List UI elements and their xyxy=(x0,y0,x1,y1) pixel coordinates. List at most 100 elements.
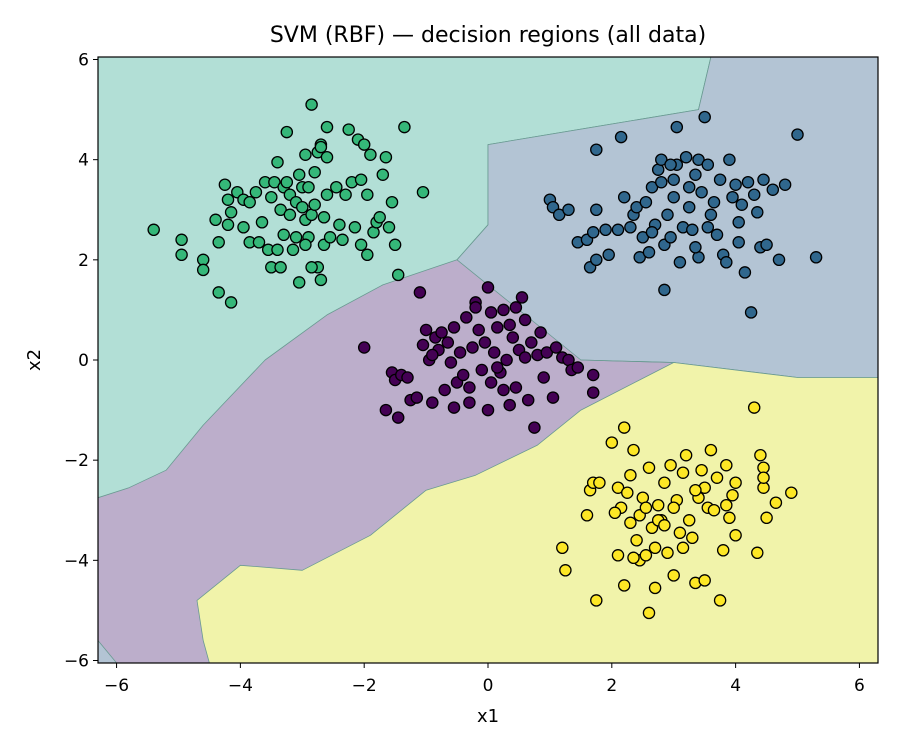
data-point-class-1 xyxy=(710,228,724,242)
data-point-class-1 xyxy=(741,175,755,189)
x-tick-label: 0 xyxy=(483,676,494,696)
data-point-class-0 xyxy=(487,346,501,359)
data-point-class-1 xyxy=(713,173,727,186)
data-point-class-3 xyxy=(667,501,680,514)
data-point-class-3 xyxy=(611,549,625,562)
region-class-1 xyxy=(98,640,117,663)
data-point-class-3 xyxy=(627,443,640,457)
data-point-class-2 xyxy=(354,238,368,252)
data-point-class-1 xyxy=(686,223,699,237)
data-point-class-0 xyxy=(484,376,498,389)
data-point-class-1 xyxy=(720,256,733,269)
data-point-class-2 xyxy=(361,188,374,201)
x-axis-label: x1 xyxy=(477,706,499,727)
data-point-class-2 xyxy=(255,216,269,229)
data-point-class-0 xyxy=(571,361,585,374)
data-point-class-1 xyxy=(778,178,792,191)
data-point-class-2 xyxy=(333,218,346,232)
data-point-class-1 xyxy=(809,251,823,264)
data-point-class-0 xyxy=(481,281,495,294)
data-point-class-2 xyxy=(221,193,235,206)
data-point-class-0 xyxy=(410,391,424,404)
data-point-class-0 xyxy=(447,401,461,414)
data-point-class-2 xyxy=(320,188,334,201)
data-point-class-1 xyxy=(735,198,749,211)
data-point-class-1 xyxy=(624,221,637,234)
data-point-class-0 xyxy=(497,383,510,397)
data-point-class-2 xyxy=(320,150,334,164)
data-point-class-2 xyxy=(320,120,334,134)
data-point-class-0 xyxy=(500,353,513,367)
data-point-class-2 xyxy=(243,195,256,209)
data-point-class-2 xyxy=(286,243,300,257)
data-point-class-3 xyxy=(757,471,770,484)
data-point-class-1 xyxy=(673,256,687,269)
data-point-class-1 xyxy=(645,226,659,239)
data-point-class-0 xyxy=(463,396,476,409)
data-point-class-3 xyxy=(716,544,730,557)
data-point-class-2 xyxy=(299,238,312,252)
data-point-class-2 xyxy=(398,120,411,134)
data-point-class-2 xyxy=(308,198,321,211)
data-point-class-1 xyxy=(667,173,680,186)
data-point-class-2 xyxy=(212,236,225,249)
data-point-class-3 xyxy=(760,511,773,525)
data-point-class-0 xyxy=(525,336,538,349)
data-point-class-3 xyxy=(679,448,693,462)
data-point-class-1 xyxy=(614,130,628,144)
data-point-class-0 xyxy=(435,326,448,339)
data-point-class-1 xyxy=(707,195,721,209)
data-point-class-1 xyxy=(599,223,612,237)
x-tick-label: 2 xyxy=(606,676,617,696)
data-point-class-1 xyxy=(757,173,770,186)
data-point-class-2 xyxy=(224,296,238,309)
data-point-class-0 xyxy=(469,301,482,314)
data-point-class-2 xyxy=(274,261,287,274)
data-point-class-0 xyxy=(413,286,427,299)
data-point-class-0 xyxy=(509,381,523,394)
data-point-class-1 xyxy=(701,221,715,234)
data-point-class-2 xyxy=(209,213,222,227)
data-point-class-1 xyxy=(664,158,677,171)
y-tick-label: −6 xyxy=(64,651,89,671)
data-point-class-1 xyxy=(704,208,718,222)
data-point-class-1 xyxy=(732,216,745,229)
data-point-class-3 xyxy=(747,401,761,414)
scatter-points xyxy=(147,98,823,620)
data-point-class-0 xyxy=(503,398,516,412)
data-point-class-1 xyxy=(682,180,696,194)
data-point-class-1 xyxy=(729,178,742,191)
data-point-class-1 xyxy=(617,190,631,204)
data-point-class-3 xyxy=(713,594,727,607)
data-point-class-2 xyxy=(336,233,349,247)
data-point-class-2 xyxy=(373,211,386,224)
data-point-class-1 xyxy=(751,206,764,219)
data-point-class-3 xyxy=(689,483,702,497)
data-point-class-3 xyxy=(648,541,662,555)
data-point-class-3 xyxy=(627,551,640,565)
x-tick-label: −6 xyxy=(104,676,129,696)
data-point-class-0 xyxy=(416,338,430,352)
data-point-class-1 xyxy=(791,128,804,141)
data-point-class-2 xyxy=(379,150,393,164)
data-point-class-1 xyxy=(639,195,653,209)
data-point-class-2 xyxy=(391,268,405,282)
data-point-class-3 xyxy=(590,594,603,607)
data-point-class-1 xyxy=(562,203,575,217)
data-point-class-2 xyxy=(252,236,266,249)
data-point-class-1 xyxy=(661,208,674,222)
data-point-class-1 xyxy=(682,200,696,214)
data-point-class-1 xyxy=(726,190,739,204)
data-point-class-2 xyxy=(308,165,321,179)
data-point-class-0 xyxy=(357,341,371,354)
data-point-class-3 xyxy=(639,549,653,562)
x-axis-ticks: −6 −4 −2 0 2 4 6 xyxy=(104,663,865,696)
y-axis-label: x2 xyxy=(24,349,45,371)
data-point-class-3 xyxy=(658,476,671,489)
data-point-class-2 xyxy=(305,261,318,274)
data-point-class-2 xyxy=(218,178,232,191)
data-point-class-2 xyxy=(416,185,430,199)
data-point-class-2 xyxy=(361,248,374,262)
data-point-class-2 xyxy=(249,185,263,199)
data-point-class-1 xyxy=(642,246,656,259)
